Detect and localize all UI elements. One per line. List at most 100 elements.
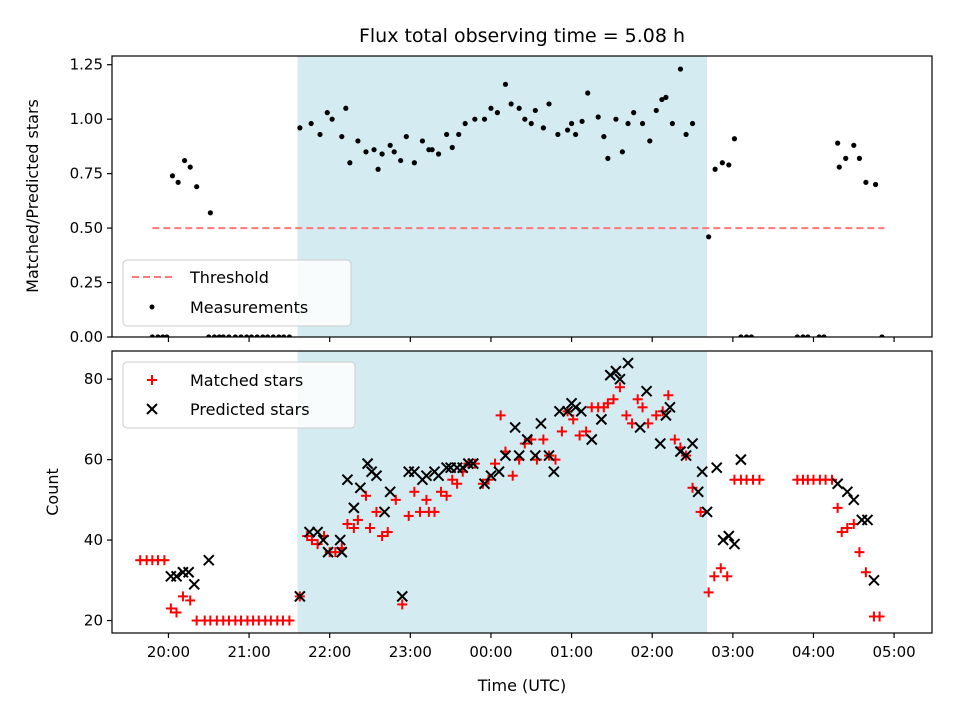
count-y-tick-label: 60 — [84, 451, 103, 469]
measurements-point — [226, 334, 232, 337]
x-tick-label: 23:00 — [389, 643, 432, 661]
measurements-point — [265, 334, 271, 337]
measurements-point — [816, 334, 822, 337]
predicted-stars-point — [575, 405, 587, 418]
predicted-stars-point — [396, 590, 408, 603]
predicted-stars-point — [188, 578, 200, 591]
measurements-point — [748, 334, 754, 337]
matched-stars-point — [695, 506, 706, 517]
ratio-panel-frame — [111, 55, 933, 338]
measurements-point — [281, 334, 287, 337]
measurements-point — [663, 94, 669, 100]
x-tick-label: 21:00 — [227, 643, 270, 661]
matched-stars-point — [874, 611, 885, 622]
predicted-stars-point — [610, 365, 622, 377]
matched-stars-point — [409, 486, 420, 497]
measurements-point — [647, 138, 653, 144]
predicted-stars-point — [723, 530, 735, 542]
x-tick-label: 00:00 — [469, 643, 512, 661]
predicted-legend-swatch — [146, 403, 158, 415]
ratio-y-tick-label: 0.25 — [70, 274, 103, 292]
measurements-point — [187, 164, 193, 170]
measurements-point — [555, 131, 561, 138]
predicted-stars-point — [634, 421, 646, 434]
measurements-point — [181, 157, 188, 164]
measurements-point — [462, 120, 468, 127]
measurements-point — [244, 334, 250, 337]
predicted-stars-point — [478, 478, 491, 490]
count-y-axis-label: Count — [43, 468, 62, 516]
measurements-point — [276, 334, 282, 337]
predicted-stars-point — [420, 470, 433, 482]
measurements-point — [297, 125, 303, 131]
predicted-stars-point — [354, 482, 367, 494]
measurements-point — [254, 334, 260, 337]
count-legend-box — [122, 361, 356, 429]
x-tick-label: 05:00 — [872, 643, 915, 661]
measurements-point — [585, 90, 591, 96]
matched-stars-point — [632, 394, 643, 405]
x-tick-label: 22:00 — [308, 643, 351, 661]
measurements-point — [613, 116, 619, 122]
measurements-point — [532, 107, 538, 114]
ratio-y-tick-label: 0.50 — [70, 219, 103, 237]
measurements-point — [835, 140, 841, 146]
predicted-stars-point — [586, 433, 598, 446]
chart-title: Flux total observing time = 5.08 h — [359, 25, 685, 47]
matched-stars-point — [574, 430, 585, 441]
matched-stars-point — [669, 434, 680, 445]
measurements-point — [391, 149, 397, 155]
matched-stars-point — [365, 523, 376, 534]
predicted-stars-point — [493, 465, 505, 478]
predicted-stars-point — [660, 409, 672, 422]
matched-stars-point — [171, 607, 182, 618]
predicted-legend-label: Predicted stars — [190, 400, 310, 419]
predicted-stars-point — [467, 457, 479, 470]
matched-stars-point — [371, 506, 382, 517]
measurements-point — [502, 81, 509, 87]
ratio-legend-box — [122, 259, 352, 327]
matched-stars-point — [568, 414, 579, 425]
measurements-point — [324, 110, 330, 116]
predicted-stars-point — [535, 417, 547, 430]
measurements-point — [164, 334, 170, 337]
matched-stars-point — [415, 506, 426, 517]
matched-stars-point — [709, 571, 720, 582]
count-y-tick-label: 20 — [84, 612, 103, 630]
measurements-point — [719, 160, 725, 166]
measurements-point — [851, 142, 857, 148]
predicted-stars-point — [378, 506, 391, 518]
measurements-point — [472, 116, 478, 122]
measurements-point — [371, 147, 377, 153]
measurements-point — [308, 120, 314, 127]
measurements-point — [605, 155, 611, 161]
predicted-stars-point — [294, 590, 306, 603]
measurements-point — [689, 120, 696, 127]
predicted-stars-point — [692, 486, 704, 498]
x-axis-label: Time (UTC) — [477, 676, 566, 695]
measurements-point — [238, 334, 244, 337]
predicted-stars-point — [499, 449, 512, 462]
matched-stars-point — [352, 514, 363, 525]
x-tick-label: 01:00 — [550, 643, 593, 661]
matched-stars-point — [477, 478, 488, 489]
matched-stars-point — [390, 494, 401, 505]
matched-stars-point — [441, 490, 452, 501]
measurements-point — [347, 160, 353, 166]
measurements-point — [220, 334, 226, 337]
measurements-point — [872, 181, 879, 188]
measurements-point — [546, 101, 552, 107]
predicted-stars-point — [457, 461, 469, 474]
predicted-stars-point — [462, 457, 475, 470]
measurements-point — [601, 133, 607, 140]
predicted-stars-point — [485, 470, 497, 482]
measurements-point — [211, 334, 217, 337]
predicted-stars-point — [361, 457, 374, 470]
measurements-point — [379, 151, 385, 157]
predicted-stars-point — [831, 478, 844, 490]
measurements-point — [481, 116, 488, 122]
measurements-point — [363, 149, 369, 155]
predicted-stars-point — [529, 449, 542, 462]
predicted-stars-point — [521, 433, 533, 446]
predicted-stars-point — [680, 449, 692, 462]
